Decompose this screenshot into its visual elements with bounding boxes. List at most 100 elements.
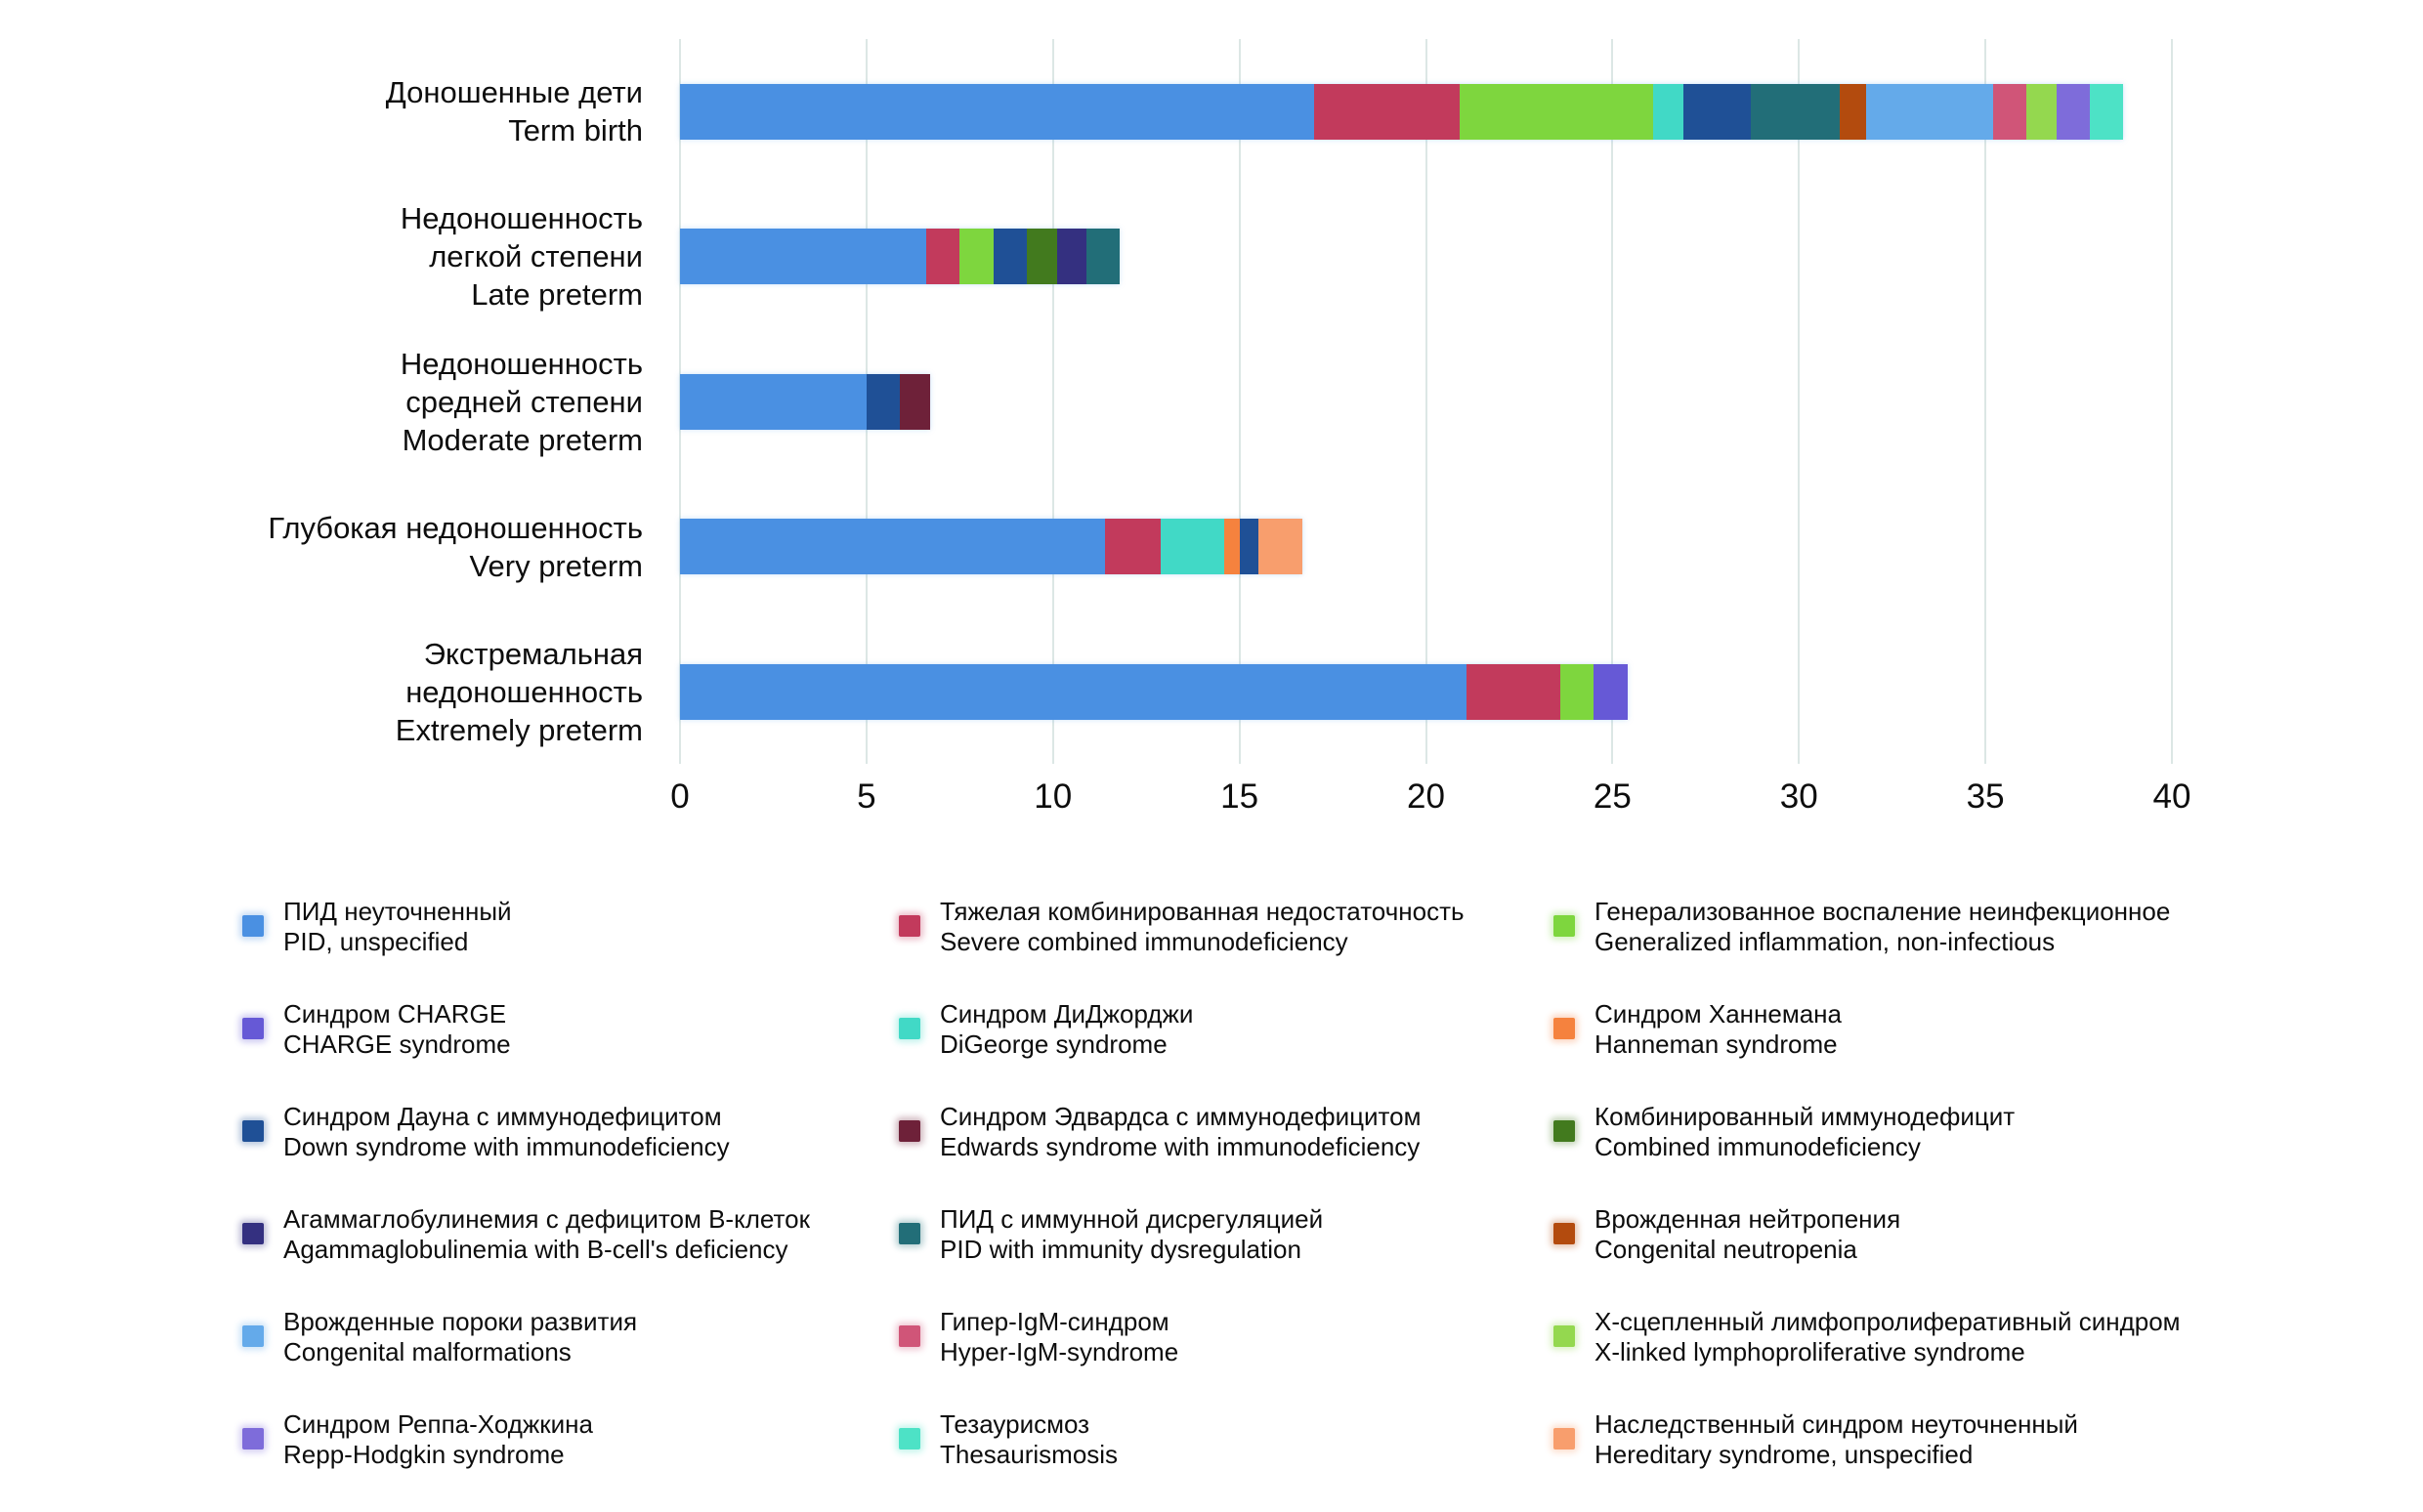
legend-label-ru: Синдром Дауна с иммунодефицитом: [283, 1102, 722, 1131]
legend-item: Врожденные пороки развития Congenital mal…: [242, 1307, 899, 1409]
bar-segment: [1653, 83, 1683, 140]
legend-label-ru: Агаммаглобулинемия с дефицитом В-клеток: [283, 1204, 810, 1234]
bar-segment: [1026, 229, 1057, 285]
legend-item: Синдром Ханнемана Hanneman syndrome: [1553, 999, 2403, 1102]
grid-line: [2171, 39, 2173, 764]
legend-item: Синдром CHARGE CHARGE syndrome: [242, 999, 899, 1102]
grid-line: [1798, 39, 1801, 764]
legend-label-en: Generalized inflammation, non-infectious: [1594, 927, 2056, 956]
x-tick-label: 20: [1407, 777, 1445, 816]
legend-label-en: Hanneman syndrome: [1594, 1029, 1838, 1059]
legend-text: Синдром CHARGE CHARGE syndrome: [283, 999, 511, 1060]
bar-segment: [1750, 83, 1841, 140]
x-tick-label: 40: [2152, 777, 2191, 816]
legend-text: Тяжелая комбинированная недостаточность S…: [940, 897, 1465, 957]
category-label-line: Late preterm: [471, 277, 643, 313]
legend-swatch: [899, 1018, 920, 1039]
legend-text: Синдром Реппа-Ходжкина Repp-Hodgkin syndr…: [283, 1409, 593, 1470]
legend-swatch: [1553, 1120, 1575, 1142]
category-label-line: Term birth: [508, 113, 643, 148]
legend-swatch: [1553, 1223, 1575, 1244]
bar-segment: [1840, 83, 1866, 140]
category-label-line: недоношенность: [405, 674, 643, 709]
legend-label-ru: Наследственный синдром неуточненный: [1594, 1409, 2078, 1439]
category-label-line: Экстремальная: [423, 636, 643, 671]
grid-line: [1611, 39, 1614, 764]
legend-swatch: [1553, 915, 1575, 937]
bar-segment: [1682, 83, 1751, 140]
legend-item: ПИД неуточненный PID, unspecified: [242, 897, 899, 999]
bar-segment: [1257, 519, 1303, 575]
category-label-line: Extremely preterm: [395, 712, 643, 747]
legend-label-en: PID, unspecified: [283, 927, 469, 956]
x-tick-label: 0: [670, 777, 690, 816]
grid-line: [1424, 39, 1427, 764]
legend-swatch: [1553, 1018, 1575, 1039]
category-label: Экстремальная недоношенность Extremely pre…: [0, 619, 653, 765]
legend-swatch: [899, 1223, 920, 1244]
legend-label-en: Hereditary syndrome, unspecified: [1594, 1440, 1974, 1469]
legend-item: Синдром Эдвардса с иммунодефицитом Edward…: [899, 1102, 1553, 1204]
bar-segment: [680, 373, 867, 430]
legend-label-en: X-linked lymphoproliferative syndrome: [1594, 1337, 2025, 1366]
legend-swatch: [242, 915, 264, 937]
bar-segment: [1865, 83, 1993, 140]
legend-label-ru: Врожденная нейтропения: [1594, 1204, 1901, 1234]
legend-swatch: [242, 1018, 264, 1039]
legend-text: ПИД неуточненный PID, unspecified: [283, 897, 512, 957]
legend-text: Врожденная нейтропения Congenital neutrop…: [1594, 1204, 1900, 1265]
plot-area: [679, 39, 2204, 764]
legend-swatch: [1553, 1325, 1575, 1347]
legend-label-en: Edwards syndrome with immunodeficiency: [940, 1132, 1421, 1161]
legend-label-en: Severe combined immunodeficiency: [940, 927, 1348, 956]
legend-label-ru: ПИД с иммунной дисрегуляцией: [940, 1204, 1324, 1234]
grid-line: [1051, 39, 1054, 764]
bar-segment: [680, 83, 1314, 140]
bar-segment: [1559, 663, 1594, 720]
bar-row: [680, 373, 930, 430]
legend-text: Гипер-IgM-синдром Hyper-IgM-syndrome: [940, 1307, 1178, 1367]
legend-text: Комбинированный иммунодефицит Combined im…: [1594, 1102, 2015, 1162]
legend-item: Врожденная нейтропения Congenital neutrop…: [1553, 1204, 2403, 1307]
legend-label-ru: Врожденные пороки развития: [283, 1307, 638, 1336]
legend-swatch: [899, 1325, 920, 1347]
legend-text: Агаммаглобулинемия с дефицитом В-клеток A…: [283, 1204, 810, 1265]
legend-swatch: [242, 1120, 264, 1142]
bar-segment: [1594, 663, 1628, 720]
legend-label-ru: Комбинированный иммунодефицит: [1594, 1102, 2016, 1131]
legend-item: Синдром Реппа-Ходжкина Repp-Hodgkin syndr…: [242, 1409, 899, 1512]
legend-label-ru: Генерализованное воспаление неинфекционн…: [1594, 897, 2171, 926]
x-tick-label: 10: [1034, 777, 1073, 816]
legend-swatch: [242, 1325, 264, 1347]
legend-label-en: Congenital neutropenia: [1594, 1235, 1857, 1264]
bar-segment: [1086, 229, 1121, 285]
legend-label-en: Repp-Hodgkin syndrome: [283, 1440, 565, 1469]
legend-label-en: Combined immunodeficiency: [1594, 1132, 1921, 1161]
legend-label-en: DiGeorge syndrome: [940, 1029, 1168, 1059]
legend-text: Синдром Эдвардса с иммунодефицитом Edward…: [940, 1102, 1422, 1162]
legend-item: Тяжелая комбинированная недостаточность S…: [899, 897, 1553, 999]
x-tick-label: 25: [1593, 777, 1632, 816]
legend-text: Х-сцепленный лимфопролиферативный синдро…: [1594, 1307, 2181, 1367]
bar-segment: [1239, 519, 1258, 575]
bar-segment: [680, 229, 926, 285]
legend: ПИД неуточненный PID, unspecified Тяжелая …: [242, 897, 2403, 1512]
legend-item: Агаммаглобулинемия с дефицитом В-клеток A…: [242, 1204, 899, 1307]
category-label-line: средней степени: [405, 384, 643, 419]
category-label: Недоношенность легкой степени Late preterm: [0, 185, 653, 330]
legend-swatch: [899, 1120, 920, 1142]
legend-text: ПИД с иммунной дисрегуляцией PID with imm…: [940, 1204, 1323, 1265]
category-label-line: Moderate preterm: [402, 422, 643, 457]
legend-label-en: Hyper-IgM-syndrome: [940, 1337, 1179, 1366]
legend-text: Тезаурисмоз Thesaurismosis: [940, 1409, 1118, 1470]
legend-item: Тезаурисмоз Thesaurismosis: [899, 1409, 1553, 1512]
legend-label-ru: Синдром Эдвардса с иммунодефицитом: [940, 1102, 1422, 1131]
bar-segment: [1105, 519, 1162, 575]
legend-label-en: Down syndrome with immunodeficiency: [283, 1132, 730, 1161]
legend-label-ru: Х-сцепленный лимфопролиферативный синдро…: [1594, 1307, 2181, 1336]
bar-segment: [1056, 229, 1087, 285]
bar-segment: [2056, 83, 2090, 140]
legend-item: ПИД с иммунной дисрегуляцией PID with imm…: [899, 1204, 1553, 1307]
bar-segment: [1992, 83, 2027, 140]
legend-text: Врожденные пороки развития Congenital mal…: [283, 1307, 637, 1367]
